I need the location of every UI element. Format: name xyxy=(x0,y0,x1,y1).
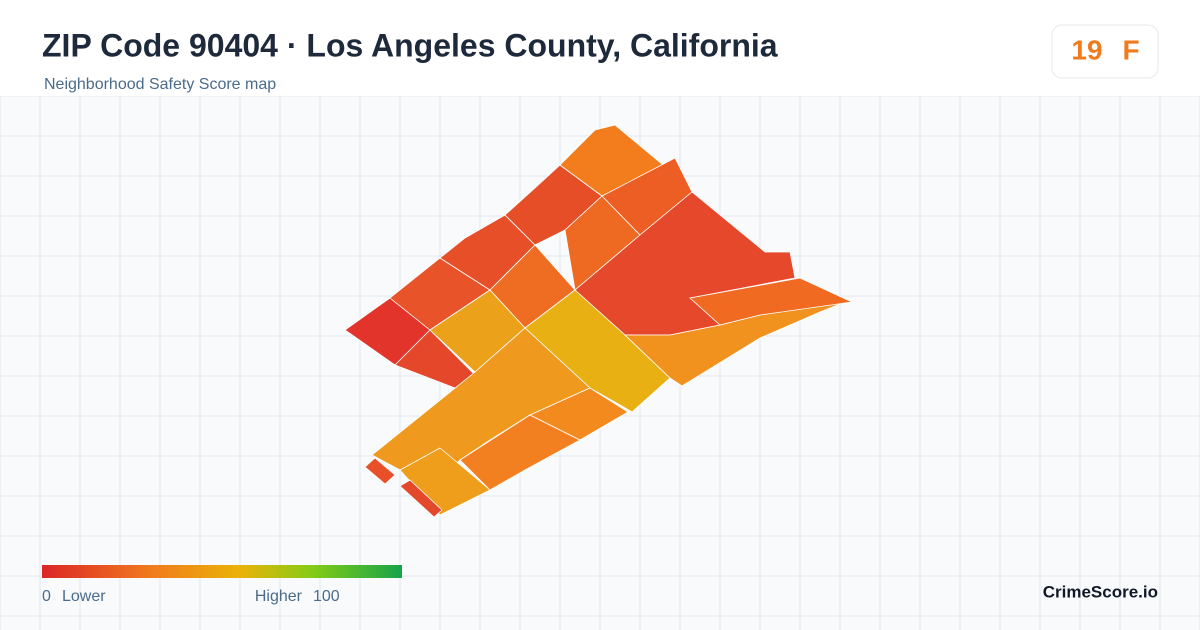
legend-max-value: 100 xyxy=(313,588,340,605)
area xyxy=(399,479,443,518)
legend: 0 Lower Higher 100 xyxy=(42,565,402,605)
zip-map xyxy=(344,124,853,518)
area xyxy=(364,457,396,485)
legend-min-value: 0 xyxy=(42,588,51,605)
score-grade: F xyxy=(1122,34,1139,65)
area xyxy=(624,299,851,387)
badge-box xyxy=(1051,24,1159,79)
brand: CrimeScore.io xyxy=(1043,582,1158,601)
area xyxy=(459,414,581,491)
header-band xyxy=(0,0,1200,96)
score-badge: 19 F xyxy=(1051,24,1159,79)
area xyxy=(689,277,853,326)
score-value: 19 xyxy=(1071,34,1102,65)
legend-gradient xyxy=(42,565,402,578)
area xyxy=(529,387,629,441)
legend-max-label: Higher xyxy=(255,588,303,605)
legend-min-label: Lower xyxy=(62,588,106,605)
title: ZIP Code 90404 · Los Angeles County, Cal… xyxy=(42,27,778,63)
subtitle: Neighborhood Safety Score map xyxy=(44,76,276,93)
